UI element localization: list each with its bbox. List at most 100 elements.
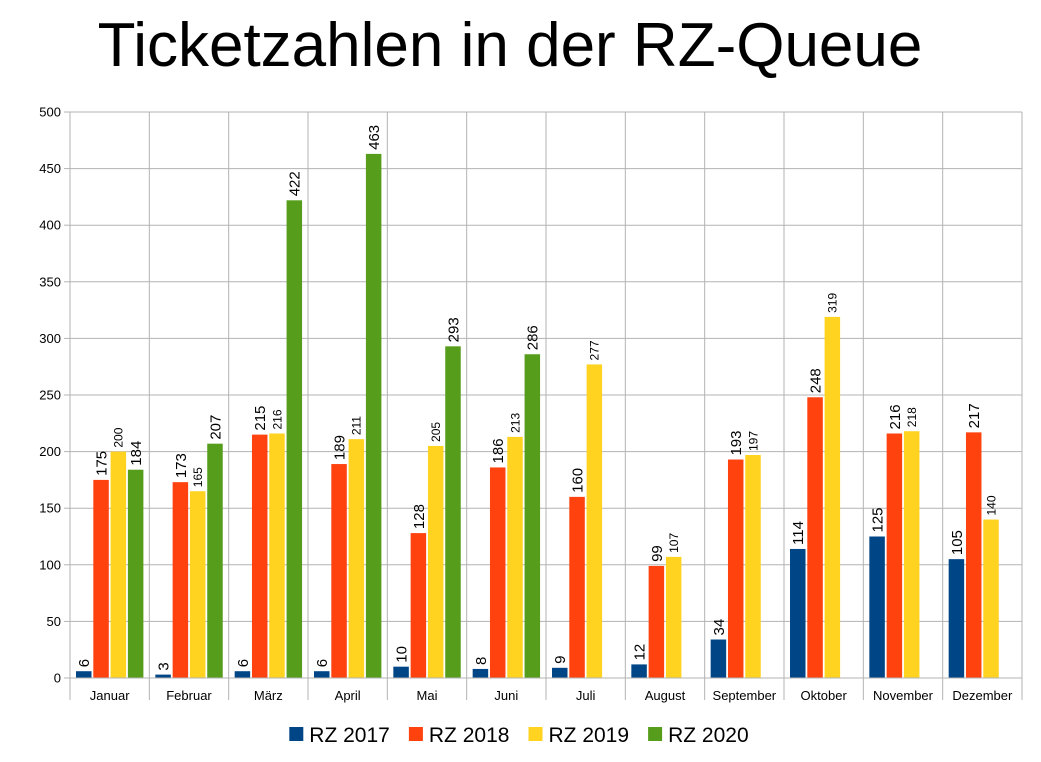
- data-label: 217: [966, 403, 983, 428]
- x-tick-label: November: [873, 688, 934, 703]
- y-tick-label: 150: [39, 501, 61, 516]
- data-label: 207: [207, 415, 224, 440]
- data-label: 211: [350, 416, 364, 435]
- bar: [365, 153, 382, 678]
- data-label: 286: [525, 325, 542, 350]
- data-label: 422: [287, 171, 304, 196]
- legend-swatch: [648, 727, 663, 741]
- x-tick-label: Juni: [494, 688, 518, 703]
- bar: [807, 397, 823, 678]
- legend: RZ 2017 RZ 2018 RZ 2019 RZ 2020: [289, 724, 749, 747]
- data-label: 6: [76, 659, 93, 667]
- bar: [251, 434, 268, 678]
- x-tick-label: Oktober: [801, 688, 848, 703]
- data-label: 107: [667, 533, 681, 553]
- legend-label: RZ 2019: [549, 724, 630, 747]
- data-label: 175: [93, 451, 110, 476]
- data-label: 205: [429, 422, 443, 442]
- bar: [93, 479, 109, 678]
- y-tick-label: 200: [39, 444, 61, 459]
- bar: [331, 464, 347, 678]
- legend-label: RZ 2018: [429, 724, 510, 747]
- data-label: 6: [235, 659, 252, 667]
- data-label: 215: [252, 406, 269, 431]
- data-label: 105: [949, 530, 966, 555]
- bar: [745, 454, 761, 678]
- bar: [790, 548, 806, 678]
- bar: [393, 666, 409, 678]
- bar: [472, 668, 489, 678]
- bars: [76, 153, 999, 678]
- bar: [507, 436, 523, 678]
- data-label: 216: [270, 409, 284, 429]
- y-tick-label: 300: [39, 331, 61, 346]
- data-label: 9: [552, 655, 569, 663]
- data-label: 213: [508, 413, 522, 433]
- data-label: 173: [173, 453, 190, 478]
- data-label: 12: [631, 644, 648, 661]
- data-label: 248: [807, 368, 824, 393]
- x-tick-label: Februar: [166, 688, 212, 703]
- legend-swatch: [408, 727, 423, 741]
- data-label: 186: [490, 438, 507, 463]
- bar: [983, 519, 999, 678]
- data-label: 200: [112, 427, 126, 447]
- bar: [727, 459, 744, 678]
- legend-swatch: [528, 727, 543, 741]
- bar: [665, 556, 682, 678]
- bar: [445, 346, 461, 678]
- chart-title: Ticketzahlen in der RZ-Queue: [98, 11, 923, 80]
- bar: [76, 671, 92, 678]
- data-label: 197: [746, 431, 760, 451]
- x-tick-label: August: [645, 688, 686, 703]
- data-label: 193: [728, 430, 745, 455]
- y-tick-label: 500: [39, 105, 61, 120]
- legend-label: RZ 2020: [668, 724, 749, 747]
- bar: [172, 482, 189, 678]
- data-label: 8: [473, 657, 490, 665]
- x-tick-label: September: [713, 688, 777, 703]
- bar: [155, 674, 171, 678]
- bar: [631, 664, 647, 678]
- y-tick-label: 400: [39, 218, 61, 233]
- bar: [427, 445, 444, 678]
- y-tick-label: 450: [39, 161, 61, 176]
- bar: [207, 443, 223, 678]
- axes: 0 50 100 150 200 250 300 350 400 450 500 Januar Febr…: [39, 105, 1022, 703]
- legend-swatch: [289, 727, 304, 741]
- bar: [234, 671, 251, 678]
- x-tick-label: April: [335, 688, 361, 703]
- bar: [710, 639, 727, 678]
- data-label: 216: [887, 404, 904, 429]
- bar: [569, 496, 585, 678]
- bar: [286, 200, 303, 678]
- legend-label: RZ 2017: [309, 724, 390, 747]
- data-label: 114: [790, 521, 807, 545]
- bar: [903, 431, 920, 678]
- data-label: 6: [314, 659, 331, 667]
- y-tick-label: 250: [39, 388, 61, 403]
- data-label: 34: [711, 619, 728, 636]
- y-tick-label: 100: [39, 557, 61, 572]
- y-tick-label: 0: [54, 671, 61, 686]
- data-label: 293: [445, 317, 462, 342]
- data-label: 125: [869, 507, 886, 532]
- bar: [189, 491, 206, 678]
- x-tick-label: Mai: [417, 688, 438, 703]
- bar: [965, 432, 982, 678]
- data-label: 277: [588, 340, 602, 360]
- bar: [410, 533, 427, 678]
- data-label: 99: [649, 545, 666, 562]
- data-label: 10: [393, 646, 410, 663]
- data-label: 128: [411, 504, 428, 529]
- bar: [269, 433, 285, 678]
- x-tick-label: Januar: [90, 688, 130, 703]
- data-label: 184: [128, 441, 145, 466]
- x-tick-label: Dezember: [952, 688, 1013, 703]
- bar: [824, 316, 841, 678]
- bar: [127, 469, 144, 678]
- data-label: 218: [905, 407, 919, 427]
- bar: [869, 536, 885, 678]
